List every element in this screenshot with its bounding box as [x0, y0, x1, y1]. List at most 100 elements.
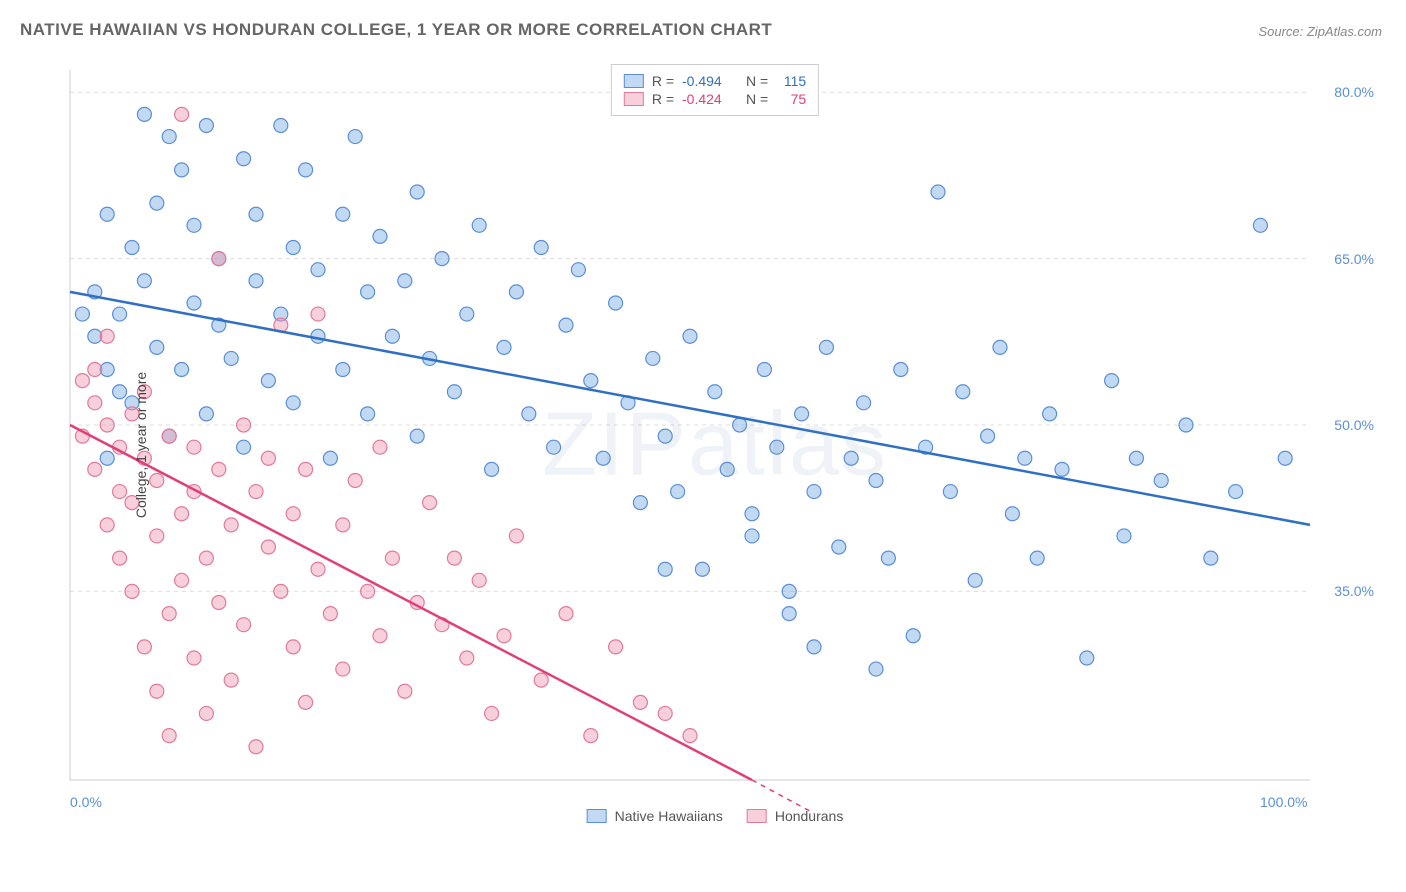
- scatter-point: [683, 329, 697, 343]
- scatter-point: [1154, 473, 1168, 487]
- y-tick-label: 65.0%: [1334, 251, 1374, 267]
- scatter-point: [237, 418, 251, 432]
- scatter-point: [212, 252, 226, 266]
- scatter-point: [596, 451, 610, 465]
- scatter-point: [832, 540, 846, 554]
- scatter-point: [819, 340, 833, 354]
- scatter-point: [323, 607, 337, 621]
- scatter-point: [199, 118, 213, 132]
- scatter-point: [100, 451, 114, 465]
- scatter-point: [385, 329, 399, 343]
- scatter-point: [981, 429, 995, 443]
- scatter-point: [695, 562, 709, 576]
- scatter-point: [187, 651, 201, 665]
- scatter-point: [361, 407, 375, 421]
- y-axis-label: College, 1 year or more: [133, 372, 149, 518]
- scatter-point: [584, 729, 598, 743]
- scatter-point: [1129, 451, 1143, 465]
- scatter-point: [658, 562, 672, 576]
- scatter-point: [559, 318, 573, 332]
- scatter-point: [609, 640, 623, 654]
- scatter-point: [175, 363, 189, 377]
- chart-container: NATIVE HAWAIIAN VS HONDURAN COLLEGE, 1 Y…: [0, 0, 1406, 892]
- scatter-point: [199, 551, 213, 565]
- legend-n-value: 75: [776, 91, 806, 107]
- scatter-point: [286, 507, 300, 521]
- scatter-point: [547, 440, 561, 454]
- legend-swatch: [587, 809, 607, 823]
- scatter-point: [249, 740, 263, 754]
- scatter-point: [497, 629, 511, 643]
- scatter-point: [113, 307, 127, 321]
- scatter-point: [162, 429, 176, 443]
- scatter-point: [237, 440, 251, 454]
- x-tick-label: 100.0%: [1260, 794, 1307, 810]
- scatter-point: [472, 573, 486, 587]
- scatter-point: [869, 662, 883, 676]
- scatter-point: [460, 651, 474, 665]
- scatter-point: [261, 451, 275, 465]
- scatter-point: [137, 640, 151, 654]
- scatter-point: [311, 307, 325, 321]
- scatter-point: [460, 307, 474, 321]
- series-legend-item: Hondurans: [747, 808, 844, 824]
- scatter-point: [509, 529, 523, 543]
- scatter-point: [1179, 418, 1193, 432]
- scatter-point: [633, 496, 647, 510]
- series-legend-item: Native Hawaiians: [587, 808, 723, 824]
- scatter-point: [150, 684, 164, 698]
- trend-line: [70, 425, 752, 780]
- legend-r-value: -0.424: [682, 91, 738, 107]
- scatter-point: [943, 485, 957, 499]
- scatter-point: [311, 562, 325, 576]
- legend-swatch: [624, 92, 644, 106]
- scatter-point: [658, 429, 672, 443]
- scatter-point: [336, 662, 350, 676]
- scatter-point: [423, 496, 437, 510]
- scatter-point: [844, 451, 858, 465]
- scatter-point: [733, 418, 747, 432]
- legend-swatch: [624, 74, 644, 88]
- scatter-point: [571, 263, 585, 277]
- scatter-point: [162, 130, 176, 144]
- legend-r-value: -0.494: [682, 73, 738, 89]
- scatter-point: [75, 307, 89, 321]
- scatter-point: [224, 518, 238, 532]
- scatter-point: [361, 584, 375, 598]
- y-tick-label: 80.0%: [1334, 84, 1374, 100]
- scatter-point: [609, 296, 623, 310]
- scatter-point: [286, 640, 300, 654]
- stats-legend: R =-0.494N =115R =-0.424N =75: [611, 64, 819, 116]
- scatter-point: [249, 207, 263, 221]
- legend-swatch: [747, 809, 767, 823]
- scatter-point: [398, 684, 412, 698]
- scatter-point: [857, 396, 871, 410]
- y-tick-label: 50.0%: [1334, 417, 1374, 433]
- legend-r-label: R =: [652, 91, 674, 107]
- scatter-point: [137, 274, 151, 288]
- scatter-point: [361, 285, 375, 299]
- scatter-point: [1105, 374, 1119, 388]
- scatter-point: [224, 351, 238, 365]
- scatter-point: [807, 485, 821, 499]
- plot-area: College, 1 year or more ZIPatlas R =-0.4…: [50, 60, 1380, 830]
- scatter-point: [956, 385, 970, 399]
- scatter-point: [249, 274, 263, 288]
- scatter-point: [1018, 451, 1032, 465]
- scatter-point: [88, 396, 102, 410]
- scatter-point: [807, 640, 821, 654]
- scatter-point: [373, 229, 387, 243]
- scatter-point: [249, 485, 263, 499]
- series-legend-label: Native Hawaiians: [615, 808, 723, 824]
- scatter-point: [336, 207, 350, 221]
- scatter-point: [299, 462, 313, 476]
- scatter-point: [311, 329, 325, 343]
- scatter-point: [237, 152, 251, 166]
- scatter-point: [745, 529, 759, 543]
- scatter-point: [261, 374, 275, 388]
- legend-n-value: 115: [776, 73, 806, 89]
- scatter-point: [1043, 407, 1057, 421]
- scatter-point: [286, 241, 300, 255]
- scatter-point: [224, 673, 238, 687]
- scatter-point: [410, 185, 424, 199]
